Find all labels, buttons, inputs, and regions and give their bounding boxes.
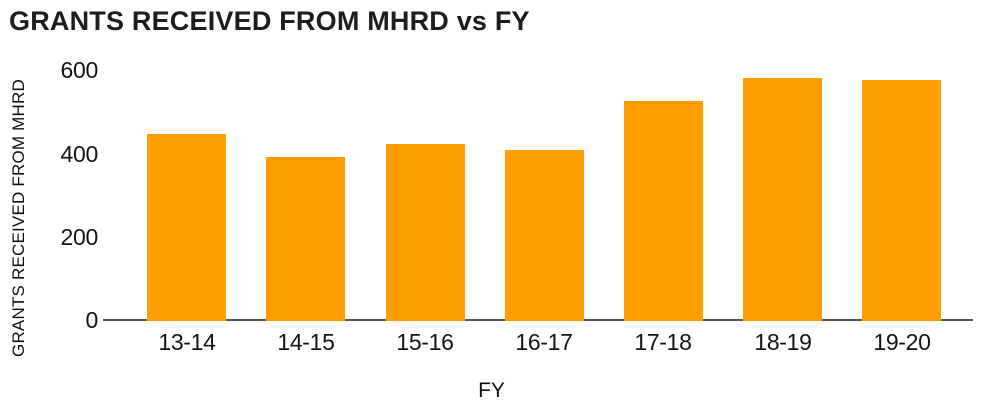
x-tick-label: 15-16 — [396, 329, 454, 355]
x-tick-label: 17-18 — [634, 329, 692, 355]
bar-14-15 — [266, 157, 345, 321]
x-tick-label: 19-20 — [873, 329, 931, 355]
y-tick-label: 400 — [60, 141, 99, 167]
bar-18-19 — [743, 78, 822, 321]
bar-13-14 — [147, 134, 226, 321]
x-tick-label: 18-19 — [754, 329, 812, 355]
x-tick-label: 13-14 — [158, 329, 216, 355]
bar-17-18 — [624, 101, 703, 321]
x-axis-title: FY — [478, 379, 505, 402]
chart-title: GRANTS RECEIVED FROM MHRD vs FY — [9, 6, 530, 36]
x-tick-label: 14-15 — [277, 329, 335, 355]
y-tick-label: 0 — [85, 307, 99, 333]
bar-15-16 — [386, 144, 465, 321]
bar-16-17 — [505, 150, 584, 321]
x-tick-label: 16-17 — [515, 329, 573, 355]
y-tick-label: 200 — [60, 224, 99, 250]
y-tick-label: 600 — [60, 57, 99, 83]
bar-19-20 — [862, 80, 941, 321]
